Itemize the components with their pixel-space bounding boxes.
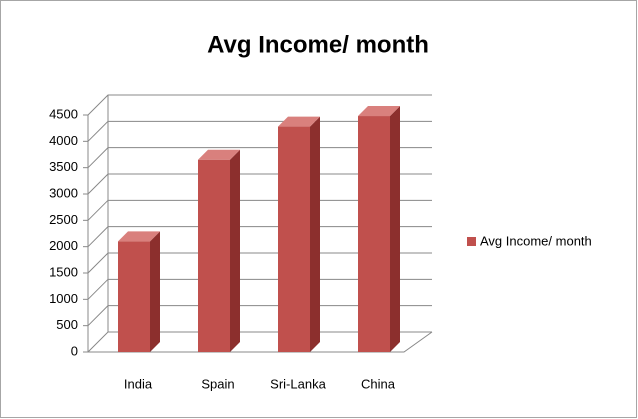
grid-line [87,305,432,327]
bar-side [390,106,400,352]
bar-side [310,116,320,352]
bar [278,126,310,352]
grid-line [87,147,432,169]
y-tick-label: 2500 [49,212,78,227]
y-tick-label: 3500 [49,159,78,174]
bar-top [118,231,160,242]
grid-line [87,331,432,353]
bar-side [230,149,240,352]
grid-line [87,278,432,300]
bar-top [278,116,320,127]
y-tick-label: 500 [56,317,78,332]
x-tick-label: Spain [201,376,234,391]
x-tick-label: Sri-Lanka [270,376,326,391]
grid-line [87,173,432,195]
y-tick-label: 4500 [49,106,78,121]
bar [198,159,230,352]
bar-top [358,106,400,117]
y-tick-label: 0 [71,343,78,358]
floor [88,331,433,353]
grid-line [87,120,432,142]
bar [118,241,150,352]
y-tick-label: 1000 [49,291,78,306]
chart-title: Avg Income/ month [207,31,429,58]
x-tick-label: India [124,376,153,391]
bar-side [150,231,160,352]
grid-line [87,199,432,221]
grid-line [87,226,432,248]
x-tick-label: China [361,376,396,391]
legend-label: Avg Income/ month [480,233,592,248]
bar [358,116,390,352]
grid-line [87,94,432,116]
y-tick-label: 2000 [49,238,78,253]
y-tick-label: 1500 [49,264,78,279]
legend-swatch [467,237,476,246]
bar-top [198,149,240,160]
grid-line [87,252,432,274]
y-tick-label: 3000 [49,185,78,200]
y-tick-label: 4000 [49,133,78,148]
